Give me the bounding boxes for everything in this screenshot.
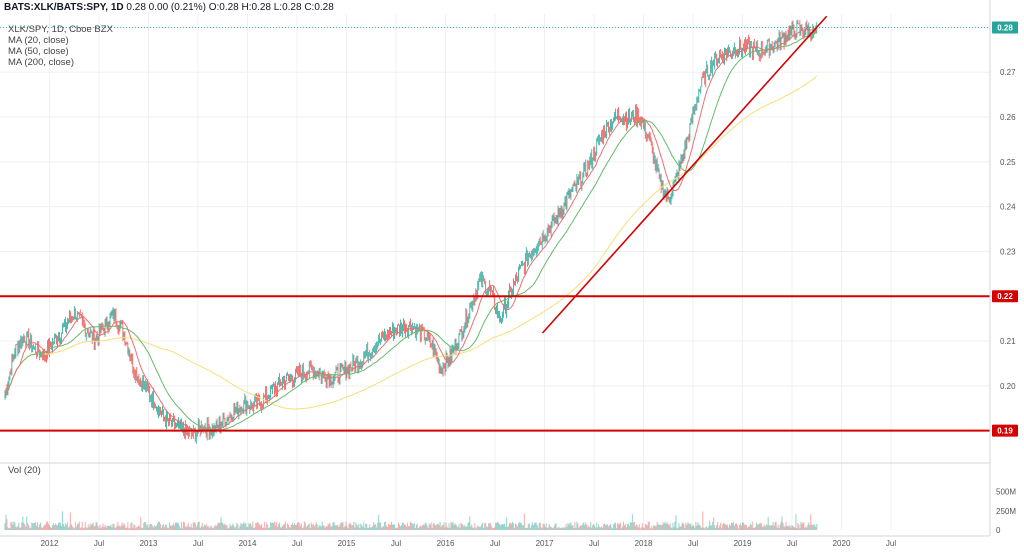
x-tick-label: Jul [94, 539, 104, 548]
legend-main[interactable]: XLK/SPY, 1D, Cboe BZX [8, 24, 113, 35]
x-tick-label: 2015 [338, 539, 356, 548]
x-tick-label: Jul [391, 539, 401, 548]
y-tick-label: 0.27 [1000, 68, 1016, 77]
volume-tick-label: 250M [996, 507, 1016, 516]
x-tick-label: 2018 [635, 539, 653, 548]
legend-ma200[interactable]: MA (200, close) [8, 57, 74, 68]
legend-ma20[interactable]: MA (20, close) [8, 35, 69, 46]
x-tick-label: Jul [589, 539, 599, 548]
ma200-line [4, 75, 818, 410]
x-tick-label: Jul [490, 539, 500, 548]
x-tick-label: Jul [193, 539, 203, 548]
x-tick-label: 2019 [734, 539, 752, 548]
volume-tick-label: 500M [996, 488, 1016, 497]
price-label-box [992, 290, 1018, 303]
y-tick-label: 0.24 [1000, 203, 1016, 212]
y-tick-label: 0.23 [1000, 247, 1016, 256]
y-tick-label: 0.20 [1000, 382, 1016, 391]
x-tick-label: Jul [886, 539, 896, 548]
price-candles [4, 19, 818, 444]
symbol-title: BATS:XLK/BATS:SPY, 1D [4, 2, 124, 13]
volume-bars [4, 511, 818, 530]
volume-tick-label: 0 [996, 526, 1001, 535]
moving-averages [4, 28, 818, 433]
trendline-layer [541, 15, 828, 334]
price-label: 0.28 [997, 23, 1013, 32]
symbol-header: BATS:XLK/BATS:SPY, 1D 0.28 0.00 (0.21%) … [4, 2, 334, 13]
price-label-box [992, 424, 1018, 437]
support-resistance-levels [0, 27, 990, 432]
price-label-box [992, 21, 1018, 34]
x-tick-label: 2014 [239, 539, 257, 548]
x-tick-label: 2016 [437, 539, 455, 548]
ma50-line [4, 32, 818, 431]
y-tick-label: 0.26 [1000, 113, 1016, 122]
x-tick-label: Jul [688, 539, 698, 548]
price-label: 0.19 [997, 427, 1013, 436]
x-tick-label: Jul [787, 539, 797, 548]
x-tick-label: 2017 [536, 539, 554, 548]
ohlc-values: 0.28 0.00 (0.21%) O:0.28 H:0.28 L:0.28 C… [126, 2, 334, 13]
x-tick-label: 2020 [833, 539, 851, 548]
legend-ma50[interactable]: MA (50, close) [8, 46, 69, 57]
ma20-line [4, 28, 817, 433]
chart-grid [0, 14, 990, 530]
y-tick-label: 0.21 [1000, 337, 1016, 346]
price-label: 0.22 [997, 292, 1013, 301]
x-tick-label: 2013 [140, 539, 158, 548]
trendline [541, 15, 828, 334]
legend-volume[interactable]: Vol (20) [8, 465, 41, 476]
x-tick-label: 2012 [41, 539, 59, 548]
x-tick-label: Jul [292, 539, 302, 548]
y-tick-label: 0.25 [1000, 158, 1016, 167]
